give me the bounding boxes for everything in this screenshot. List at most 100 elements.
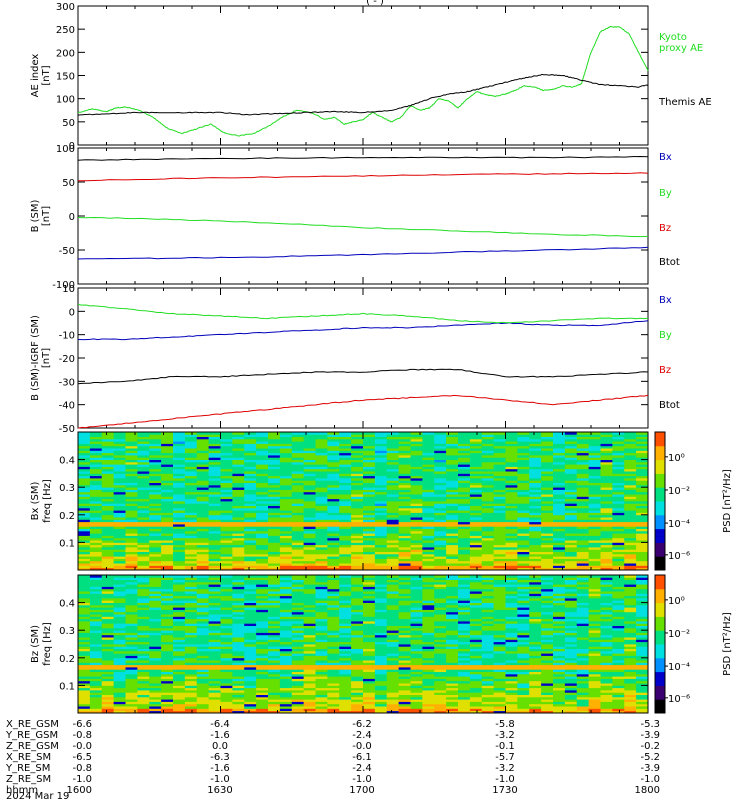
heatmap-cell [363, 565, 376, 569]
heatmap-cell [244, 588, 257, 592]
heatmap-cell [422, 669, 435, 672]
heatmap-cell [89, 526, 103, 529]
heatmap-cell [458, 475, 471, 479]
heatmap-cell [588, 542, 601, 546]
heatmap-cell [220, 602, 233, 606]
heatmap-cell [220, 623, 233, 626]
heatmap-cell [161, 669, 174, 672]
heatmap-cell [220, 544, 233, 548]
heatmap-cell [125, 614, 138, 617]
heatmap-cell [327, 614, 340, 617]
heatmap-cell [268, 457, 281, 460]
heatmap-cell [196, 560, 210, 564]
heatmap-cell [220, 607, 233, 610]
heatmap-cell [149, 703, 162, 707]
heatmap-cell [517, 491, 530, 495]
heatmap-cell [184, 489, 198, 493]
heatmap-cell [612, 540, 625, 543]
heatmap-cell [137, 432, 150, 435]
heatmap-cell [553, 466, 566, 470]
heatmap-cell [303, 678, 316, 682]
heatmap-cell [351, 455, 364, 458]
heatmap-cell [505, 503, 518, 506]
heatmap-cell [363, 505, 376, 509]
heatmap-cell [303, 609, 316, 613]
heatmap-cell [564, 473, 578, 477]
heatmap-cell [89, 461, 103, 465]
heatmap-cell [244, 614, 257, 617]
heatmap-cell [113, 436, 126, 440]
heatmap-cell [161, 484, 174, 488]
heatmap-cell [315, 627, 328, 631]
heatmap-cell [161, 505, 174, 509]
heatmap-cell [232, 556, 245, 559]
heatmap-cell [303, 480, 316, 483]
heatmap-cell [351, 457, 364, 460]
heatmap-cell [398, 579, 411, 583]
heatmap-cell [244, 703, 257, 707]
colorbar-segment [655, 482, 665, 486]
heatmap-cell [315, 687, 328, 691]
y-axis-title: Bx (SM) [30, 482, 41, 521]
heatmap-cell [481, 567, 495, 571]
heatmap-cell [458, 466, 471, 470]
heatmap-cell [184, 671, 198, 675]
heatmap-cell [600, 563, 613, 566]
heatmap-cell [327, 692, 340, 695]
heatmap-cell [256, 450, 269, 454]
heatmap-cell [410, 646, 423, 649]
heatmap-cell [434, 496, 447, 500]
heatmap-cell [517, 480, 530, 483]
heatmap-cell [327, 616, 340, 620]
heatmap-cell [78, 618, 91, 622]
heatmap-cell [410, 551, 423, 555]
heatmap-cell [149, 600, 162, 603]
heatmap-cell [244, 581, 257, 585]
heatmap-cell [458, 563, 471, 566]
heatmap-cell [256, 547, 269, 550]
heatmap-cell [576, 512, 590, 516]
heatmap-cell [291, 551, 305, 555]
heatmap-cell [410, 618, 423, 622]
heatmap-cell [101, 598, 115, 601]
heatmap-cell [208, 480, 221, 483]
heatmap-cell [149, 639, 162, 643]
heatmap-cell [422, 457, 435, 460]
heatmap-cell [149, 586, 162, 590]
heatmap-cell [137, 634, 150, 638]
heatmap-cell [493, 434, 506, 437]
heatmap-cell [220, 438, 233, 442]
heatmap-cell [125, 489, 138, 493]
heatmap-cell [564, 452, 578, 456]
heatmap-cell [184, 575, 198, 578]
heatmap-cell [291, 598, 305, 601]
heatmap-cell [196, 669, 210, 672]
heatmap-cell [303, 512, 316, 516]
heatmap-cell [339, 464, 352, 467]
heatmap-cell [196, 436, 210, 440]
heatmap-cell [398, 473, 411, 477]
heatmap-cell [374, 577, 388, 580]
heatmap-cell [291, 584, 305, 587]
heatmap-cell [89, 436, 103, 440]
heatmap-cell [149, 540, 162, 543]
heatmap-cell [149, 455, 162, 458]
heatmap-cell [232, 510, 245, 513]
heatmap-cell [410, 549, 423, 552]
heatmap-cell [422, 482, 435, 486]
heatmap-cell [89, 494, 103, 497]
heatmap-cell [125, 618, 138, 622]
heatmap-cell [268, 660, 281, 663]
heatmap-cell [351, 491, 364, 495]
heatmap-cell [173, 667, 186, 670]
heatmap-cell [386, 678, 400, 682]
heatmap-cell [256, 680, 269, 684]
heatmap-cell [315, 673, 328, 677]
heatmap-cell [386, 685, 400, 689]
heatmap-cell [173, 448, 186, 451]
heatmap-cell [517, 547, 530, 550]
heatmap-cell [398, 673, 411, 677]
heatmap-cell [351, 696, 364, 700]
heatmap-cell [469, 560, 483, 564]
heatmap-cell [78, 567, 91, 571]
